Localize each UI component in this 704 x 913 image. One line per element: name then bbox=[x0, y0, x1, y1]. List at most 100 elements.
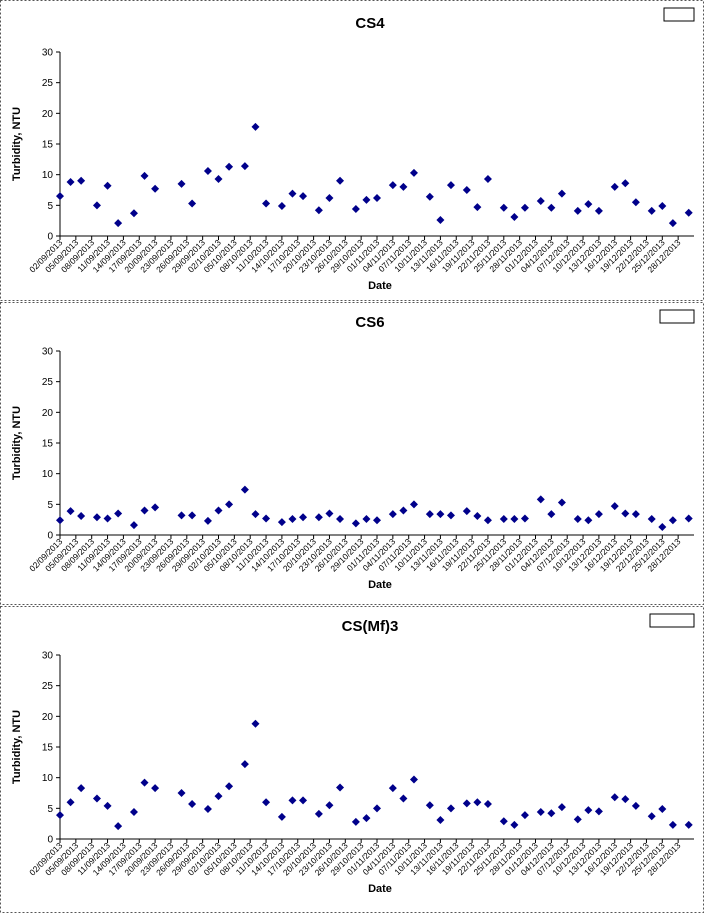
data-point bbox=[610, 502, 619, 511]
y-tick-label: 10 bbox=[42, 469, 54, 480]
data-point bbox=[288, 515, 297, 524]
data-point bbox=[251, 510, 260, 519]
data-point bbox=[631, 198, 640, 207]
y-tick-label: 20 bbox=[42, 712, 54, 723]
data-point bbox=[262, 199, 271, 208]
data-point bbox=[325, 193, 334, 202]
data-point bbox=[536, 808, 545, 817]
y-tick-label: 5 bbox=[47, 500, 53, 511]
chart-title: CS4 bbox=[355, 15, 385, 32]
y-tick-label: 0 bbox=[47, 835, 53, 846]
y-tick-label: 15 bbox=[42, 743, 54, 754]
data-point bbox=[610, 793, 619, 802]
data-point bbox=[594, 206, 603, 215]
data-point bbox=[151, 784, 160, 793]
data-point bbox=[140, 778, 149, 787]
data-point bbox=[557, 498, 566, 507]
data-point bbox=[668, 219, 677, 228]
data-point bbox=[314, 513, 323, 522]
data-point bbox=[399, 506, 408, 515]
data-point bbox=[351, 519, 360, 528]
data-point bbox=[188, 800, 197, 809]
data-point bbox=[573, 815, 582, 824]
data-point bbox=[92, 201, 101, 210]
data-point bbox=[594, 510, 603, 519]
data-point bbox=[409, 500, 418, 509]
data-point bbox=[388, 510, 397, 519]
data-point bbox=[299, 796, 308, 805]
data-point bbox=[399, 794, 408, 803]
data-point bbox=[499, 515, 508, 524]
data-point bbox=[66, 178, 75, 187]
data-point bbox=[631, 801, 640, 810]
y-axis-label: Turbidity, NTU bbox=[11, 107, 23, 181]
data-point bbox=[621, 795, 630, 804]
y-tick-label: 25 bbox=[42, 681, 54, 692]
data-point bbox=[214, 792, 223, 801]
data-point bbox=[409, 168, 418, 177]
data-point bbox=[647, 812, 656, 821]
data-point bbox=[425, 801, 434, 810]
data-point bbox=[325, 801, 334, 810]
data-point bbox=[177, 511, 186, 520]
data-point bbox=[362, 515, 371, 524]
data-point bbox=[362, 195, 371, 204]
data-point bbox=[658, 804, 667, 813]
data-point bbox=[56, 192, 64, 201]
data-point bbox=[77, 176, 86, 185]
data-point bbox=[436, 216, 445, 225]
data-point bbox=[610, 182, 619, 191]
chart-title: CS(Mf)3 bbox=[342, 618, 399, 635]
data-point bbox=[336, 515, 345, 524]
data-point bbox=[288, 189, 297, 198]
data-point bbox=[473, 798, 482, 807]
data-point bbox=[373, 516, 381, 525]
legend-box bbox=[663, 7, 695, 22]
panel bbox=[0, 0, 704, 301]
data-point bbox=[203, 804, 212, 813]
y-tick-label: 15 bbox=[42, 439, 54, 450]
data-point bbox=[129, 521, 138, 530]
y-tick-label: 25 bbox=[42, 377, 54, 388]
data-point bbox=[225, 782, 234, 791]
data-point bbox=[299, 192, 308, 201]
data-point bbox=[510, 212, 519, 221]
data-point bbox=[658, 523, 667, 532]
data-point bbox=[388, 784, 397, 793]
data-point bbox=[594, 807, 603, 816]
data-point bbox=[658, 201, 667, 210]
data-point bbox=[92, 513, 101, 522]
data-point bbox=[557, 803, 566, 812]
y-tick-label: 0 bbox=[47, 531, 53, 542]
y-tick-label: 30 bbox=[42, 651, 54, 662]
data-point bbox=[66, 507, 75, 516]
data-point bbox=[584, 200, 593, 209]
data-point bbox=[684, 820, 693, 829]
data-point bbox=[473, 511, 482, 520]
data-point bbox=[462, 799, 471, 808]
data-point bbox=[584, 806, 593, 815]
y-tick-label: 30 bbox=[42, 48, 54, 59]
data-point bbox=[251, 122, 260, 131]
data-point bbox=[536, 495, 545, 504]
data-point bbox=[151, 184, 160, 193]
data-point bbox=[547, 203, 556, 212]
data-point bbox=[351, 817, 360, 826]
data-point bbox=[547, 809, 556, 818]
data-point bbox=[510, 515, 519, 524]
x-axis-label: Date bbox=[368, 280, 392, 292]
data-point bbox=[262, 798, 271, 807]
data-point bbox=[483, 800, 492, 809]
data-point bbox=[436, 815, 445, 824]
data-point bbox=[114, 822, 123, 831]
data-point bbox=[446, 181, 455, 190]
data-point bbox=[388, 181, 397, 190]
data-point bbox=[399, 182, 408, 191]
data-point bbox=[462, 507, 471, 516]
data-point bbox=[103, 514, 112, 523]
data-point bbox=[240, 760, 249, 769]
data-point bbox=[436, 510, 445, 519]
data-point bbox=[573, 206, 582, 215]
data-point bbox=[584, 516, 593, 525]
data-point bbox=[188, 511, 197, 520]
